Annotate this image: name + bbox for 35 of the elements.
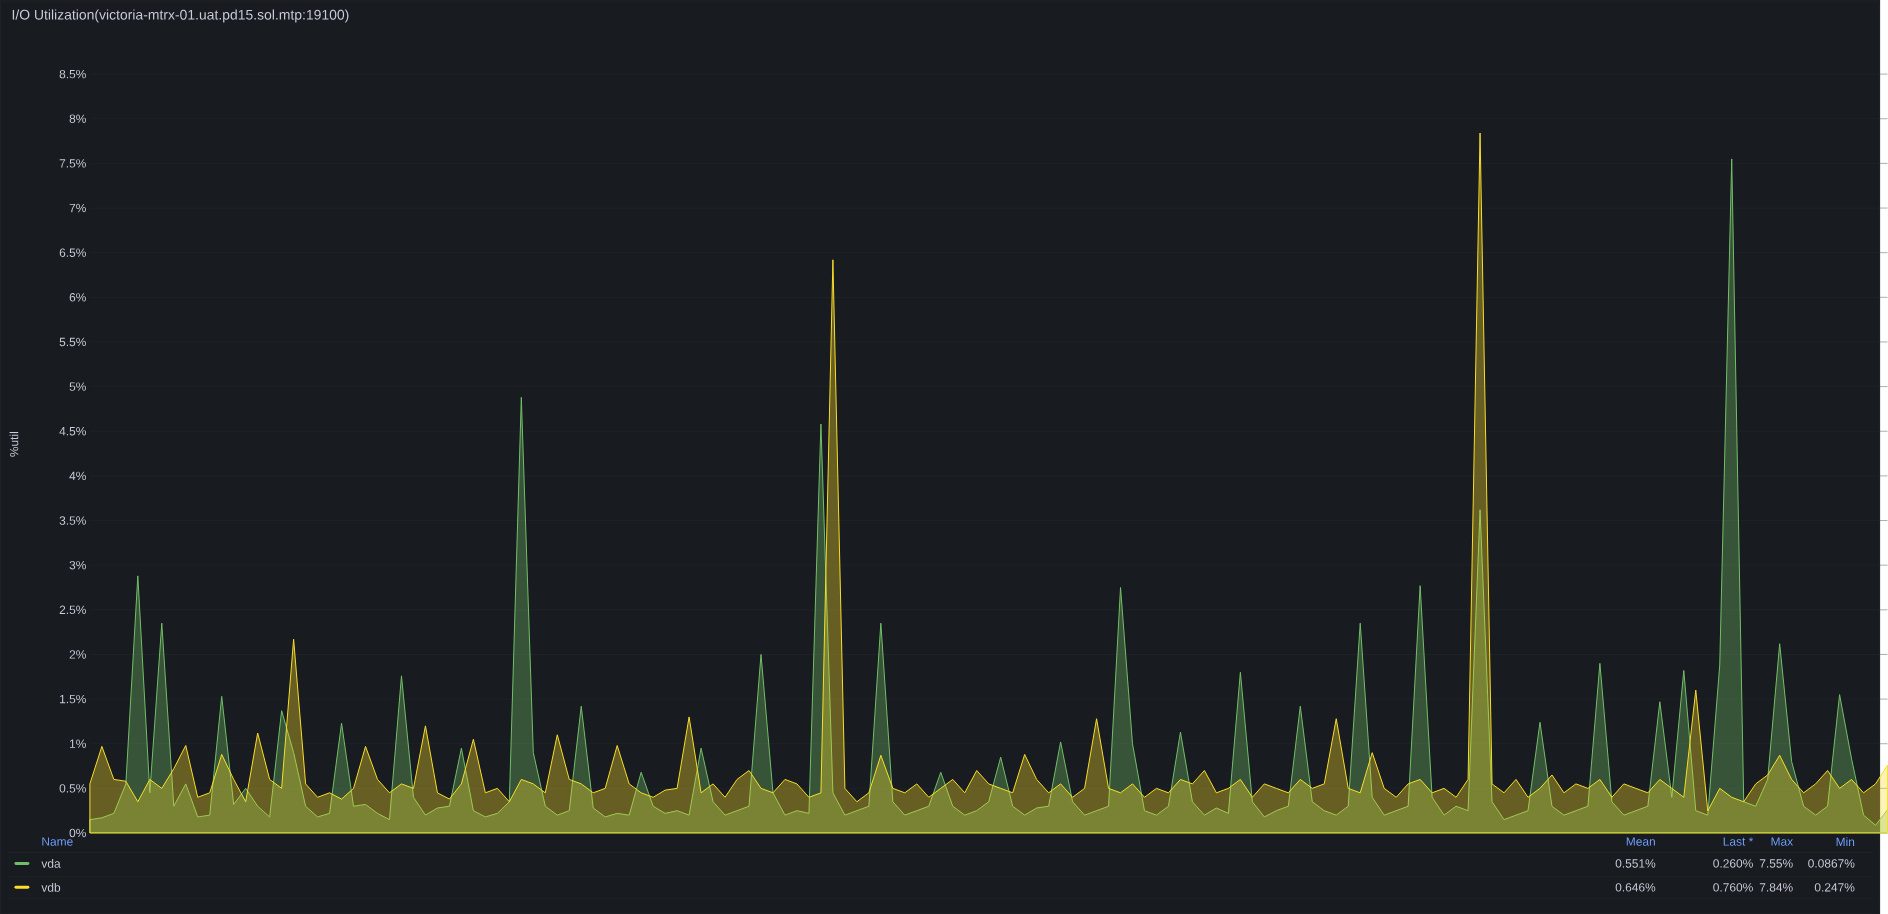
text: 7.84%: [1759, 883, 1793, 892]
y-tick-label: 5.5%: [59, 337, 86, 347]
y-tick-label: 3%: [69, 560, 86, 570]
y-tick-label: 6%: [69, 292, 86, 302]
chart-title: I/O Utilization(victoria-mtrx-01.uat.pd15.sol.mtp:19100): [12, 9, 349, 23]
text: 0.760%: [1713, 883, 1753, 892]
y-tick-label: 1%: [70, 739, 86, 748]
y-tick-label: 7%: [69, 203, 86, 213]
y-tick-label: 2.5%: [59, 605, 86, 614]
text: Mean: [1626, 837, 1655, 846]
text: Min: [1836, 837, 1855, 846]
legend-label: vdb: [41, 882, 61, 892]
y-axis-title: %util: [9, 431, 19, 457]
text: 0.0867%: [1808, 859, 1855, 868]
y-tick-label: 4.5%: [59, 426, 86, 436]
text: 0.247%: [1814, 883, 1855, 892]
y-tick-label: 1.5%: [60, 694, 86, 704]
text: Max: [1771, 837, 1794, 846]
y-tick-label: 2%: [69, 650, 86, 659]
y-tick-label: 8.5%: [59, 69, 86, 79]
y-tick-label: 5%: [69, 382, 86, 391]
legend-label: vda: [41, 858, 61, 868]
y-tick-label: 0%: [69, 828, 86, 838]
y-tick-label: 3.5%: [59, 516, 86, 525]
y-tick-label: 4%: [69, 471, 86, 480]
text: Name: [42, 837, 73, 846]
y-tick-label: 7.5%: [59, 159, 86, 168]
y-tick-label: 0.5%: [59, 784, 86, 793]
text: 0.551%: [1615, 859, 1656, 868]
text: Last *: [1723, 837, 1754, 846]
text: 0.260%: [1713, 859, 1753, 868]
text: 7.55%: [1759, 859, 1793, 868]
text: 0.646%: [1615, 883, 1656, 892]
y-tick-label: 6.5%: [59, 248, 86, 257]
y-tick-label: 8%: [69, 114, 86, 123]
